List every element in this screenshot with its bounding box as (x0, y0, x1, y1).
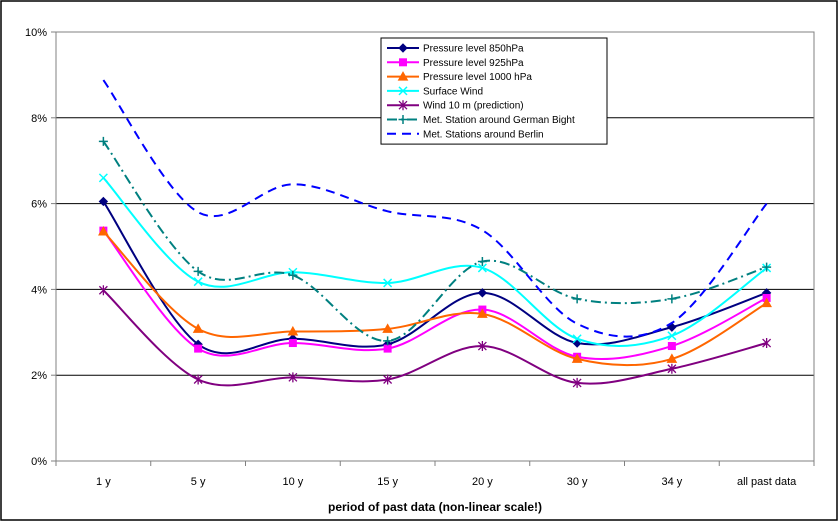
data-point (666, 353, 678, 363)
data-point (572, 294, 582, 304)
data-point (98, 173, 108, 183)
data-point (287, 325, 299, 336)
data-point (477, 288, 488, 298)
legend-item: Pressure level 1000 hPa (387, 71, 532, 83)
legend-item: Surface Wind (387, 86, 483, 97)
data-point (667, 294, 677, 304)
data-point (572, 377, 582, 388)
legend-label: Pressure level 925hPa (423, 58, 524, 69)
y-tick-label: 10% (25, 27, 47, 39)
legend-item: Met. Station around German Bight (387, 115, 575, 126)
x-tick-label: 30 y (567, 476, 588, 488)
legend-marker (398, 43, 408, 53)
legend-label: Met. Stations around Berlin (423, 129, 544, 140)
data-point (477, 341, 487, 352)
x-tick-label: 5 y (191, 476, 206, 488)
legend: Pressure level 850hPa Pressure level 925h… (380, 37, 608, 145)
data-point (98, 136, 108, 146)
data-point (382, 323, 393, 333)
data-point (477, 257, 487, 267)
series-2 (98, 225, 772, 367)
data-point (98, 196, 109, 207)
data-point (192, 323, 204, 333)
data-point (762, 262, 772, 272)
legend-marker (398, 86, 408, 96)
data-point (383, 336, 393, 346)
data-point (477, 263, 487, 273)
legend-item: Pressure level 850hPa (387, 43, 524, 55)
y-tick-label: 4% (31, 284, 47, 296)
legend-label: Wind 10 m (prediction) (423, 101, 524, 112)
data-point (571, 353, 583, 363)
data-point (383, 374, 393, 385)
data-point (288, 339, 297, 348)
x-tick-label: 34 y (661, 476, 682, 488)
series-line (102, 79, 768, 338)
series-4 (98, 285, 772, 388)
legend-item: Met. Stations around Berlin (387, 129, 544, 140)
x-tick-label: all past data (737, 476, 797, 488)
data-point (193, 266, 203, 276)
legend-marker (398, 100, 408, 111)
data-point (193, 277, 203, 287)
series-lines (98, 79, 772, 388)
x-tick-label: 20 y (472, 476, 493, 488)
legend-label: Pressure level 850hPa (423, 44, 524, 55)
x-tick-label: 15 y (377, 476, 398, 488)
data-point (667, 363, 677, 374)
data-point (98, 285, 108, 296)
data-point (288, 372, 298, 383)
legend-label: Surface Wind (423, 86, 483, 97)
data-point (383, 344, 392, 353)
y-tick-label: 0% (31, 456, 47, 468)
x-axis-title: period of past data (non-linear scale!) (328, 500, 542, 514)
legend-marker (398, 115, 408, 124)
data-point (194, 344, 203, 353)
data-point (193, 374, 203, 385)
series-6 (102, 79, 768, 338)
data-point (288, 270, 298, 280)
x-tick-label: 10 y (282, 476, 303, 488)
data-point (383, 278, 393, 288)
y-axis-ticks: 0% 2% 4% 6% 8% 10% (25, 27, 56, 468)
y-tick-label: 8% (31, 113, 47, 125)
legend-marker (399, 58, 407, 67)
legend-marker (397, 71, 409, 81)
data-point (667, 331, 677, 341)
series-3 (98, 173, 772, 347)
data-point (477, 308, 488, 318)
data-point (762, 338, 772, 349)
data-point (761, 297, 772, 308)
series-5 (98, 136, 772, 346)
data-point (572, 334, 582, 344)
y-tick-label: 2% (31, 370, 47, 382)
y-tick-label: 6% (31, 199, 47, 211)
legend-item: Pressure level 925hPa (387, 58, 524, 69)
x-axis-ticks: 1 y 5 y 10 y 15 y 20 y 30 y 34 y all past data (55, 461, 815, 488)
data-point (98, 225, 109, 236)
legend-item: Wind 10 m (prediction) (387, 100, 524, 112)
legend-label: Met. Station around German Bight (423, 115, 575, 126)
legend-label: Pressure level 1000 hPa (423, 72, 532, 83)
x-tick-label: 1 y (96, 476, 111, 488)
data-point (667, 342, 676, 351)
